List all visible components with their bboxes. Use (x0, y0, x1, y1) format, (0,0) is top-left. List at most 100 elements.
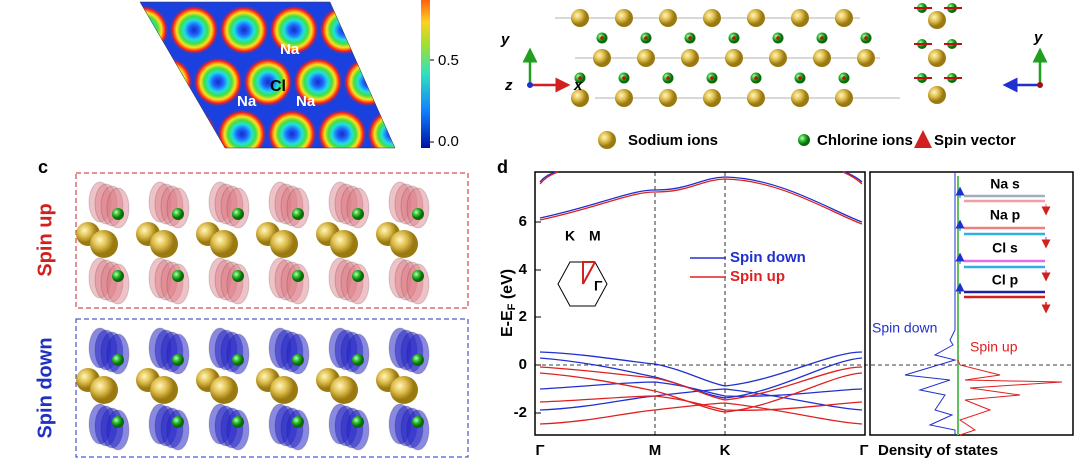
density-ring (217, 109, 267, 148)
density-ring (140, 5, 169, 55)
density-ring (269, 5, 319, 55)
dos-legend-label: Na p (990, 207, 1020, 223)
spin-dot (710, 76, 714, 80)
chlorine-ion (172, 416, 184, 428)
sodium-ion (615, 9, 633, 27)
chlorine-ion (352, 416, 364, 428)
dos-axes (869, 171, 1074, 436)
sodium-ion (210, 376, 238, 404)
y-tick-label: 0 (519, 356, 527, 373)
sodium-ion (928, 86, 946, 104)
sodium-ion (703, 89, 721, 107)
spin-up-box (75, 172, 469, 309)
x-tick-label: K (720, 442, 731, 459)
y-tick-label: -2 (514, 404, 527, 421)
chlorine-ion (112, 354, 124, 366)
spin-dot (798, 76, 802, 80)
spin-disc (328, 181, 352, 223)
dos-legend-label: Cl s (992, 240, 1018, 256)
sodium-ion (270, 376, 298, 404)
chlorine-ion (112, 416, 124, 428)
spin-disc (268, 257, 292, 299)
spin-disc (214, 183, 238, 225)
spin-dot (754, 76, 758, 80)
density-ring (169, 5, 219, 55)
spin-dot (578, 76, 582, 80)
x-tick-label: Γ (859, 442, 868, 459)
colorbar-tick-label: 0.0 (438, 133, 459, 150)
chlorine-ion (232, 270, 244, 282)
density-ring (393, 57, 395, 107)
sodium-ion (791, 89, 809, 107)
band-axes (534, 171, 866, 436)
sodium-ion (90, 376, 118, 404)
sodium-ion (390, 376, 418, 404)
atom-label: Na (280, 41, 300, 58)
spin-up-label: Spin up (34, 203, 56, 276)
sodium-ion (330, 376, 358, 404)
sodium-ion (769, 49, 787, 67)
chlorine-ion (232, 416, 244, 428)
spin-disc (88, 257, 112, 299)
density-ring (267, 109, 317, 148)
legend-label: Chlorine ions (817, 132, 913, 149)
bz-label: M (589, 228, 601, 244)
chlorine-ion (412, 270, 424, 282)
spin-disc (208, 257, 232, 299)
spin-dot (842, 76, 846, 80)
spin-disc (148, 257, 172, 299)
chlorine-ion (292, 270, 304, 282)
density-ring (45, 0, 95, 3)
sodium-ion (615, 89, 633, 107)
sodium-ion (150, 230, 178, 258)
colorbar (421, 0, 430, 148)
dos-spin-label: Spin down (872, 320, 937, 336)
chlorine-ion (172, 208, 184, 220)
spin-dot (776, 36, 780, 40)
dos-legend-label: Na s (990, 176, 1020, 192)
legend-marker (798, 134, 810, 146)
dos-spin-arrows (955, 186, 1051, 314)
spin-dot (622, 76, 626, 80)
spin-down-box (75, 318, 469, 458)
panel-label: d (497, 157, 508, 177)
legend-label: Spin down (730, 249, 806, 266)
sodium-ion (857, 49, 875, 67)
sodium-ion (747, 89, 765, 107)
sodium-ion (390, 230, 418, 258)
sodium-ion (150, 376, 178, 404)
sodium-ion (725, 49, 743, 67)
chlorine-ion (412, 208, 424, 220)
sodium-ion (210, 230, 238, 258)
dos-spin-label: Spin up (970, 339, 1018, 355)
spin-disc (394, 183, 418, 225)
chlorine-ion (352, 208, 364, 220)
panel-label: c (38, 157, 48, 177)
axis-origin (1037, 82, 1043, 88)
chlorine-ion (172, 354, 184, 366)
chlorine-ion (352, 270, 364, 282)
chlorine-ion (232, 208, 244, 220)
density-ring (343, 57, 393, 107)
chlorine-ion (172, 270, 184, 282)
y-label-unit: (eV) (499, 269, 516, 304)
x-tick-label: Γ (535, 442, 544, 459)
crystal-structure (555, 3, 962, 107)
density-ring (219, 5, 269, 55)
sodium-ion (330, 230, 358, 258)
sodium-ion (571, 9, 589, 27)
chlorine-ion (292, 354, 304, 366)
sodium-ion (593, 49, 611, 67)
density-ring (369, 5, 395, 55)
axis-label: x (573, 77, 583, 94)
chlorine-ion (412, 416, 424, 428)
legend-marker (598, 131, 616, 149)
spin-disc (148, 181, 172, 223)
x-tick-label: M (649, 442, 662, 459)
spin-disc (328, 257, 352, 299)
spin-dot (600, 36, 604, 40)
spin-disc (154, 183, 178, 225)
sodium-ion (835, 89, 853, 107)
spin-dot (688, 36, 692, 40)
chlorine-ion (112, 270, 124, 282)
